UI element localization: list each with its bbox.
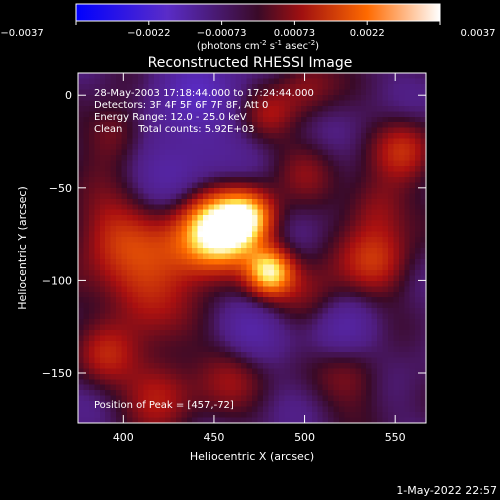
axis-ticks: 400 450 500 550 0 −50 −100 −150 [42, 73, 426, 444]
chart-title: Reconstructed RHESSI Image [148, 55, 353, 71]
plot-area: 400 450 500 550 0 −50 −100 −150 [42, 72, 427, 444]
annotation-line-detectors: Detectors: 3F 4F 5F 6F 7F 8F, Att 0 [94, 100, 268, 111]
colorbar-tick-label: 0.00073 [274, 28, 315, 39]
x-axis-label: Heliocentric X (arcsec) [190, 450, 314, 463]
x-tick-label: 500 [294, 431, 315, 444]
colorbar-label: (photons cm-2 s-1 asec-2) [197, 39, 319, 52]
y-tick-label: −150 [42, 367, 72, 380]
colorbar-tick-label: −0.0037 [0, 28, 43, 39]
y-tick-label: −50 [49, 182, 72, 195]
annotation-line-energy: Energy Range: 12.0 - 25.0 keV [94, 112, 247, 123]
annotation-line-clean: Clean Total counts: 5.92E+03 [94, 124, 254, 135]
x-tick-label: 400 [113, 431, 134, 444]
plot-frame [77, 72, 427, 424]
colorbar-tick-label: −0.00073 [197, 28, 247, 39]
y-axis-label: Heliocentric Y (arcsec) [16, 186, 29, 310]
annotation-block: 28-May-2003 17:18:44.000 to 17:24:44.000… [94, 88, 314, 135]
colorbar-tick-label: 0.0037 [461, 28, 496, 39]
colorbar-ticks: −0.0037 −0.0022 −0.00073 0.00073 0.0022 0.003… [0, 21, 496, 39]
x-tick-label: 450 [203, 431, 224, 444]
y-tick-label: −100 [42, 274, 72, 287]
colorbar: −0.0037 −0.0022 −0.00073 0.00073 0.0022 0.003… [0, 3, 496, 52]
annotation-line-time: 28-May-2003 17:18:44.000 to 17:24:44.000 [94, 88, 314, 99]
x-tick-label: 550 [385, 431, 406, 444]
colorbar-tick-label: −0.0022 [127, 28, 170, 39]
footer-timestamp: 1-May-2022 22:57 [396, 484, 497, 497]
peak-position-label: Position of Peak = [457,-72] [94, 400, 234, 411]
heatmap-image [78, 73, 426, 423]
colorbar-gradient [75, 3, 441, 22]
colorbar-tick-label: 0.0022 [350, 28, 385, 39]
y-tick-label: 0 [65, 89, 72, 102]
